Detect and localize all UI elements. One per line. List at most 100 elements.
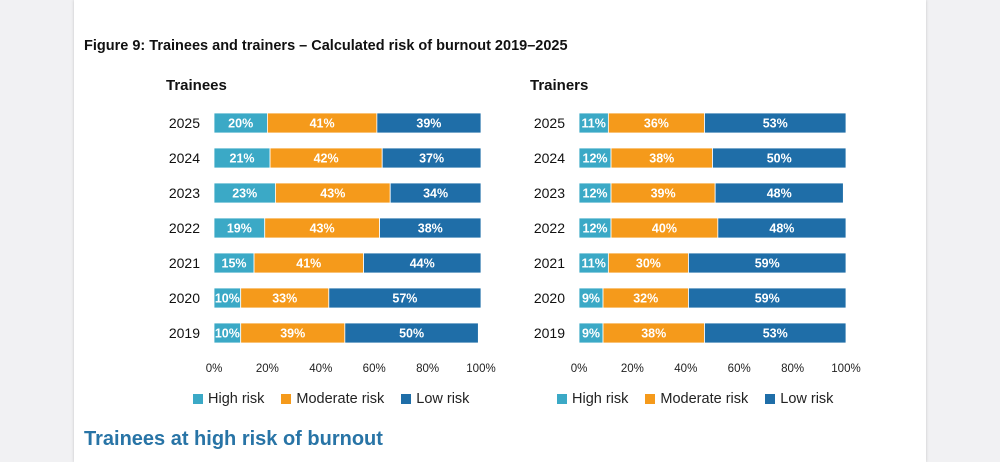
trainers-x-tick-label: 20% [621, 363, 644, 375]
trainees-bar-value-label: 50% [399, 327, 424, 341]
legend-swatch [281, 394, 292, 404]
trainees-bar-value-label: 20% [228, 117, 253, 131]
trainees-bar-value-label: 21% [230, 152, 255, 166]
trainers-bar-value-label: 39% [651, 187, 676, 201]
trainees-bar-value-label: 10% [215, 327, 240, 341]
trainers-bar-value-label: 12% [583, 187, 608, 201]
trainers-bar-low-risk [717, 217, 847, 239]
trainees-bar-value-label: 39% [280, 327, 305, 341]
trainers-bar-value-label: 9% [582, 327, 600, 341]
trainees-year-label: 2019 [169, 325, 200, 341]
trainees-x-tick-label: 20% [256, 363, 279, 375]
legend-item-low-risk: Low risk [401, 391, 469, 407]
trainers-bar-value-label: 53% [763, 327, 788, 341]
figure-title: Figure 9: Trainees and trainers – Calcul… [84, 38, 568, 54]
trainers-year-label: 2021 [534, 255, 565, 271]
trainees-bar-value-label: 19% [227, 222, 252, 236]
trainers-year-label: 2024 [534, 150, 565, 166]
trainers-bar-value-label: 11% [582, 117, 606, 131]
section-heading: Trainees at high risk of burnout [84, 428, 383, 450]
trainers-bar-value-label: 11% [582, 257, 606, 271]
trainers-bar-value-label: 59% [755, 257, 780, 271]
trainers-bar-value-label: 53% [763, 117, 788, 131]
legend-label: Low risk [780, 391, 834, 407]
trainees-bar-value-label: 34% [423, 187, 448, 201]
trainers-bar-low-risk [712, 147, 847, 169]
trainees-bar-value-label: 10% [215, 292, 240, 306]
trainers-bar-value-label: 32% [633, 292, 658, 306]
trainees-bar-value-label: 41% [296, 257, 321, 271]
trainers-year-label: 2023 [534, 185, 565, 201]
legend-swatch [401, 394, 412, 404]
trainers-chart: 2025 11% 36% 53% 2024 12% 38% 50% 2023 12% 39% 48% 2… [534, 112, 861, 375]
trainers-bar-value-label: 36% [644, 117, 669, 131]
trainees-bar-low-risk [381, 147, 482, 169]
trainees-year-label: 2022 [169, 220, 200, 236]
trainees-bar-low-risk [389, 182, 482, 204]
legend-item-moderate-risk: Moderate risk [281, 391, 384, 407]
trainers-bar-low-risk [704, 322, 847, 344]
trainees-bar-low-risk [344, 322, 479, 344]
trainees-bar-value-label: 38% [418, 222, 443, 236]
trainees-year-label: 2021 [169, 255, 200, 271]
trainers-bar-low-risk [688, 252, 847, 274]
legend-swatch [765, 394, 776, 404]
legend-label: Low risk [416, 391, 470, 407]
trainers-x-tick-label: 40% [674, 363, 697, 375]
trainers-bar-value-label: 12% [583, 152, 608, 166]
trainers-bar-low-risk [704, 112, 847, 134]
trainees-panel-title: Trainees [166, 77, 227, 94]
trainees-bar-value-label: 23% [232, 187, 257, 201]
trainees-x-tick-label: 100% [466, 363, 495, 375]
trainees-year-label: 2020 [169, 290, 200, 306]
legend-label: High risk [572, 391, 629, 407]
trainers-panel-title: Trainers [530, 77, 589, 94]
trainees-bar-value-label: 44% [410, 257, 435, 271]
trainers-year-label: 2022 [534, 220, 565, 236]
legend-item-moderate-risk: Moderate risk [645, 391, 748, 407]
trainers-x-tick-label: 100% [831, 363, 860, 375]
trainers-bar-value-label: 9% [582, 292, 600, 306]
trainees-bar-value-label: 42% [314, 152, 339, 166]
trainees-bar-value-label: 57% [392, 292, 417, 306]
trainees-year-label: 2023 [169, 185, 200, 201]
trainers-year-label: 2019 [534, 325, 565, 341]
trainers-legend: High risk Moderate risk Low risk [557, 389, 833, 409]
legend-label: High risk [208, 391, 265, 407]
trainees-x-tick-label: 60% [363, 363, 386, 375]
trainees-x-tick-label: 80% [416, 363, 439, 375]
trainers-x-tick-label: 80% [781, 363, 804, 375]
trainers-x-tick-label: 60% [728, 363, 751, 375]
trainers-bar-value-label: 40% [652, 222, 677, 236]
trainees-bar-value-label: 41% [310, 117, 335, 131]
trainers-bar-value-label: 38% [649, 152, 674, 166]
trainers-bar-value-label: 30% [636, 257, 661, 271]
legend-swatch [193, 394, 203, 404]
trainers-bar-low-risk [688, 287, 847, 309]
legend-item-low-risk: Low risk [765, 391, 833, 407]
trainers-bar-value-label: 50% [767, 152, 792, 166]
trainers-x-tick-label: 0% [571, 363, 588, 375]
trainees-bar-low-risk [328, 287, 482, 309]
trainees-year-label: 2025 [169, 115, 200, 131]
trainees-bar-value-label: 43% [320, 187, 345, 201]
trainees-bar-value-label: 33% [272, 292, 297, 306]
trainees-bar-low-risk [363, 252, 482, 274]
legend-swatch [557, 394, 567, 404]
trainees-x-tick-label: 40% [309, 363, 332, 375]
legend-label: Moderate risk [660, 391, 749, 407]
legend-label: Moderate risk [296, 391, 385, 407]
trainees-bar-low-risk [376, 112, 482, 134]
trainers-year-label: 2020 [534, 290, 565, 306]
trainees-bar-low-risk [379, 217, 482, 239]
trainers-year-label: 2025 [534, 115, 565, 131]
trainers-bar-value-label: 59% [755, 292, 780, 306]
trainees-legend: High risk Moderate risk Low risk [193, 389, 469, 409]
trainers-bar-value-label: 12% [583, 222, 608, 236]
trainers-bar-value-label: 48% [769, 222, 794, 236]
trainees-bar-value-label: 43% [310, 222, 335, 236]
trainees-year-label: 2024 [169, 150, 200, 166]
legend-item-high-risk: High risk [557, 391, 628, 407]
trainees-bar-value-label: 37% [419, 152, 444, 166]
trainees-bar-value-label: 39% [416, 117, 441, 131]
